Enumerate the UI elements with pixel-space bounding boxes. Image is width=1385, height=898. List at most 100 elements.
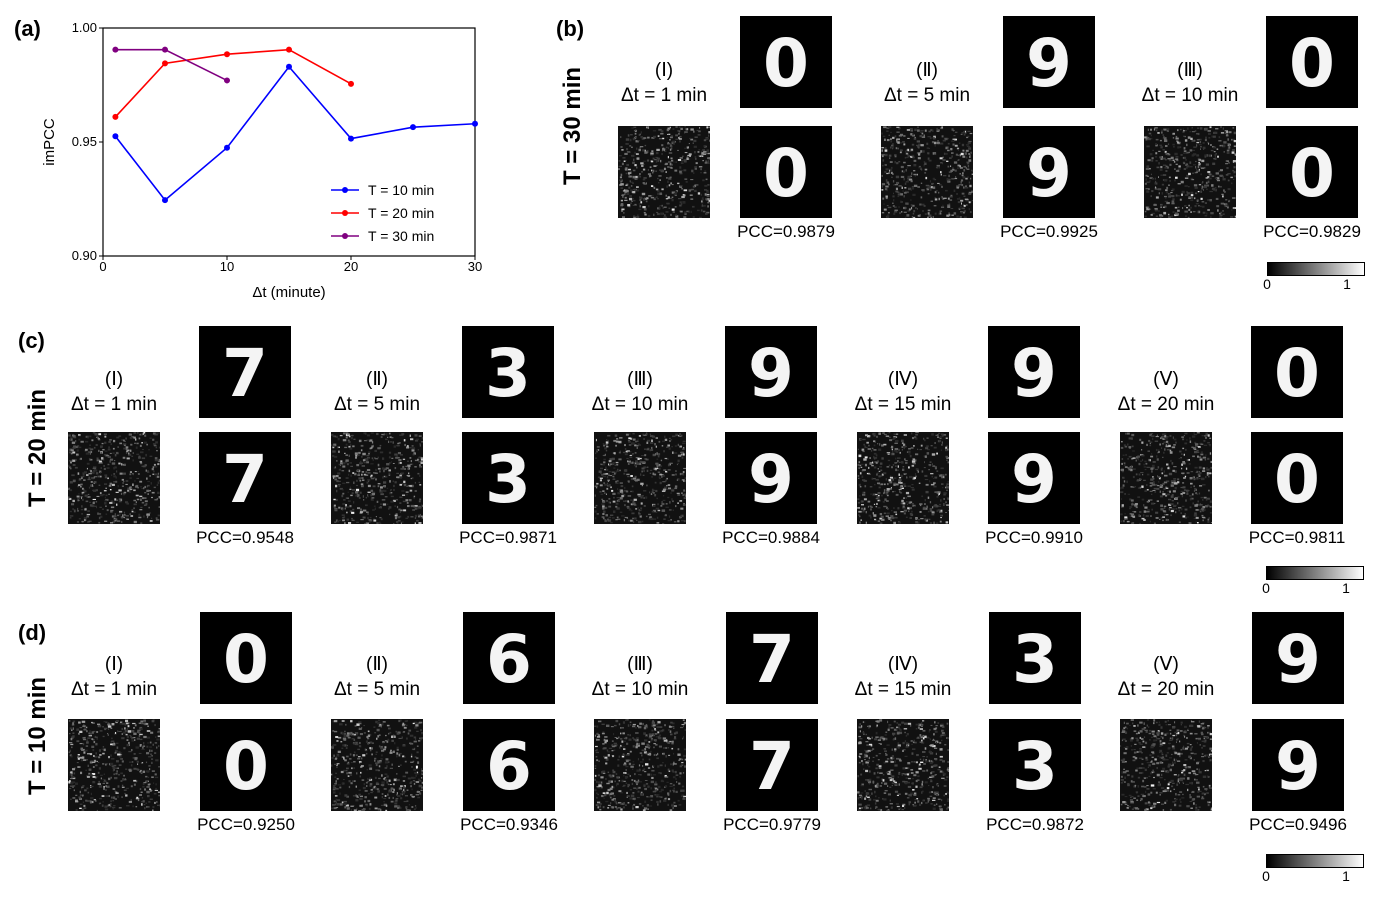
legend-marker <box>342 210 348 216</box>
ground-truth-image: 6 <box>463 612 555 704</box>
svg-text:0: 0 <box>763 135 809 212</box>
ground-truth-image: 9 <box>988 326 1080 418</box>
data-point <box>472 120 478 127</box>
pcc-value: PCC=0.9872 <box>986 815 1084 834</box>
y-tick-label: 0.90 <box>72 248 97 263</box>
group-roman-label: (Ⅴ) <box>1153 369 1179 390</box>
group-roman-label: (Ⅴ) <box>1153 654 1179 675</box>
ground-truth-image: 9 <box>1003 16 1095 108</box>
x-tick-label: 0 <box>99 259 106 274</box>
panel-b-row-label: T = 30 min <box>559 66 586 186</box>
panel-d-label: (d) <box>18 620 47 645</box>
group-roman-label: (Ⅰ) <box>104 654 124 675</box>
data-point <box>224 51 230 58</box>
ground-truth-image: 0 <box>1266 16 1358 108</box>
data-point <box>286 46 292 53</box>
x-tick-label: 30 <box>468 259 482 274</box>
svg-text:3: 3 <box>485 441 531 518</box>
panel-d-row-label: T = 10 min <box>24 676 51 796</box>
svg-text:0: 0 <box>223 621 269 698</box>
svg-text:6: 6 <box>486 621 532 698</box>
svg-text:9: 9 <box>1011 441 1057 518</box>
svg-text:9: 9 <box>748 335 794 412</box>
panel-b-label: (b) <box>556 16 585 41</box>
pcc-value: PCC=0.9829 <box>1263 222 1361 241</box>
speckle-pattern-image <box>331 432 425 525</box>
data-point <box>348 135 354 142</box>
legend-label: T = 10 min <box>368 182 434 198</box>
panel-a-line-chart: 0 10 20 30 0.90 0.95 1.00 Δt (minute) imPCC T = 1… <box>41 20 482 301</box>
svg-text:3: 3 <box>485 335 531 412</box>
pcc-value: PCC=0.9871 <box>459 528 557 547</box>
group-dt-label: Δt = 10 min <box>591 679 689 700</box>
pcc-value: PCC=0.9910 <box>985 528 1083 547</box>
group-roman-label: (Ⅳ) <box>887 369 919 390</box>
y-axis-label: imPCC <box>41 118 58 166</box>
svg-text:9: 9 <box>748 441 794 518</box>
reconstructed-image: 3 <box>989 719 1081 811</box>
data-point <box>348 80 354 87</box>
ground-truth-image: 7 <box>199 326 291 418</box>
group-roman-label: (Ⅱ) <box>365 654 389 675</box>
group-roman-label: (Ⅲ) <box>1177 60 1203 81</box>
speckle-pattern-image <box>68 719 163 812</box>
colorbar <box>1266 566 1364 580</box>
data-point <box>112 113 119 120</box>
data-point <box>162 197 168 204</box>
svg-text:9: 9 <box>1026 25 1072 102</box>
panel-c-label: (c) <box>18 328 45 353</box>
group-dt-label: Δt = 1 min <box>70 394 158 415</box>
pcc-value: PCC=0.9250 <box>197 815 295 834</box>
y-tick-label: 0.95 <box>72 134 97 149</box>
svg-text:9: 9 <box>1011 335 1057 412</box>
group-roman-label: (Ⅰ) <box>104 369 124 390</box>
colorbar-min-label: 0 <box>1263 276 1271 292</box>
reconstructed-image: 9 <box>1252 719 1344 811</box>
group-dt-label: Δt = 15 min <box>854 394 952 415</box>
colorbar <box>1266 854 1364 868</box>
group-dt-label: Δt = 1 min <box>620 85 708 106</box>
speckle-pattern-image <box>68 432 163 525</box>
legend-marker <box>342 187 348 193</box>
data-point <box>224 144 230 151</box>
legend-label: T = 20 min <box>368 205 434 221</box>
group-roman-label: (Ⅲ) <box>627 654 653 675</box>
reconstructed-image: 9 <box>1003 126 1095 218</box>
speckle-pattern-image <box>1120 719 1215 812</box>
svg-text:0: 0 <box>1289 25 1335 102</box>
reconstructed-image: 9 <box>725 432 817 524</box>
group-dt-label: Δt = 5 min <box>333 394 421 415</box>
data-point <box>112 46 119 53</box>
colorbar-min-label: 0 <box>1262 580 1270 596</box>
ground-truth-image: 9 <box>725 326 817 418</box>
speckle-pattern-image <box>594 719 688 811</box>
pcc-value: PCC=0.9496 <box>1249 815 1347 834</box>
group-dt-label: Δt = 1 min <box>70 679 158 700</box>
colorbar-max-label: 1 <box>1342 868 1350 884</box>
speckle-pattern-image <box>857 719 951 812</box>
data-point <box>112 133 119 140</box>
group-dt-label: Δt = 10 min <box>591 394 689 415</box>
panel-a-label: (a) <box>14 16 41 41</box>
pcc-value: PCC=0.9548 <box>196 528 294 547</box>
colorbar-min-label: 0 <box>1262 868 1270 884</box>
group-dt-label: Δt = 20 min <box>1117 394 1215 415</box>
ground-truth-image: 7 <box>726 612 818 704</box>
group-dt-label: Δt = 10 min <box>1141 85 1239 106</box>
series-line <box>114 65 476 202</box>
speckle-pattern-image <box>1120 432 1214 525</box>
svg-text:0: 0 <box>1274 335 1320 412</box>
svg-text:0: 0 <box>763 25 809 102</box>
x-axis-label: Δt (minute) <box>252 284 325 301</box>
svg-text:7: 7 <box>222 441 268 518</box>
reconstructed-image: 0 <box>1266 126 1358 218</box>
pcc-value: PCC=0.9811 <box>1248 528 1346 547</box>
legend-marker <box>342 233 348 239</box>
y-tick-label: 1.00 <box>72 20 97 35</box>
series-line <box>114 48 352 118</box>
group-roman-label: (Ⅱ) <box>365 369 389 390</box>
data-point <box>410 124 416 131</box>
reconstructed-image: 0 <box>200 719 292 811</box>
colorbar <box>1267 262 1365 276</box>
group-roman-label: (Ⅱ) <box>915 60 939 81</box>
